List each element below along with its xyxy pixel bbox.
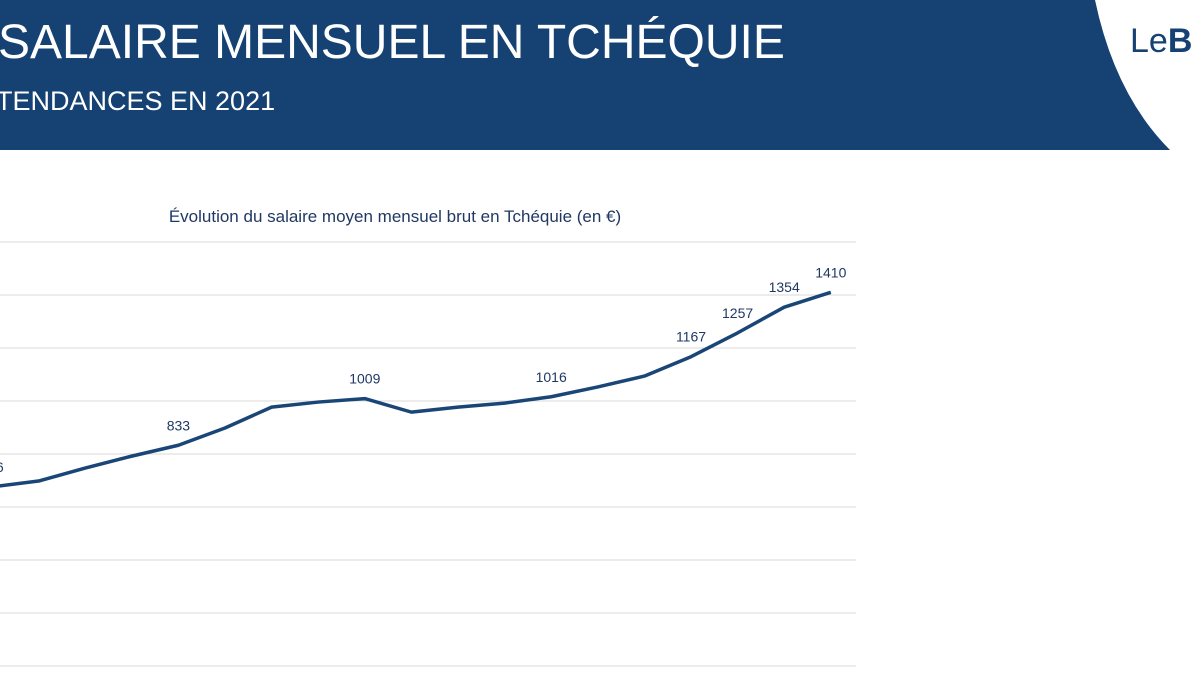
data-label: 1167 (676, 329, 706, 345)
data-label: 1016 (536, 369, 567, 385)
data-label: 1257 (722, 305, 753, 321)
data-label: 1410 (815, 264, 846, 280)
logo: LeB (1130, 22, 1192, 60)
logo-bold: B (1168, 22, 1193, 60)
data-label: 676 (0, 459, 4, 475)
header-band (0, 0, 1170, 150)
plot: 676 833 1009 1016 1167 1257 1354 1410 (0, 264, 847, 488)
data-line (0, 290, 832, 488)
grid (0, 241, 856, 667)
logo-text: Le (1130, 22, 1168, 60)
chart-title: Évolution du salaire moyen mensuel brut … (169, 207, 621, 226)
data-label: 833 (167, 417, 191, 433)
page-subtitle: TENDANCES EN 2021 (0, 86, 275, 116)
data-label: 1009 (349, 371, 380, 387)
data-label: 1354 (769, 279, 800, 295)
page-title: SALAIRE MENSUEL EN TCHÉQUIE (0, 16, 785, 69)
